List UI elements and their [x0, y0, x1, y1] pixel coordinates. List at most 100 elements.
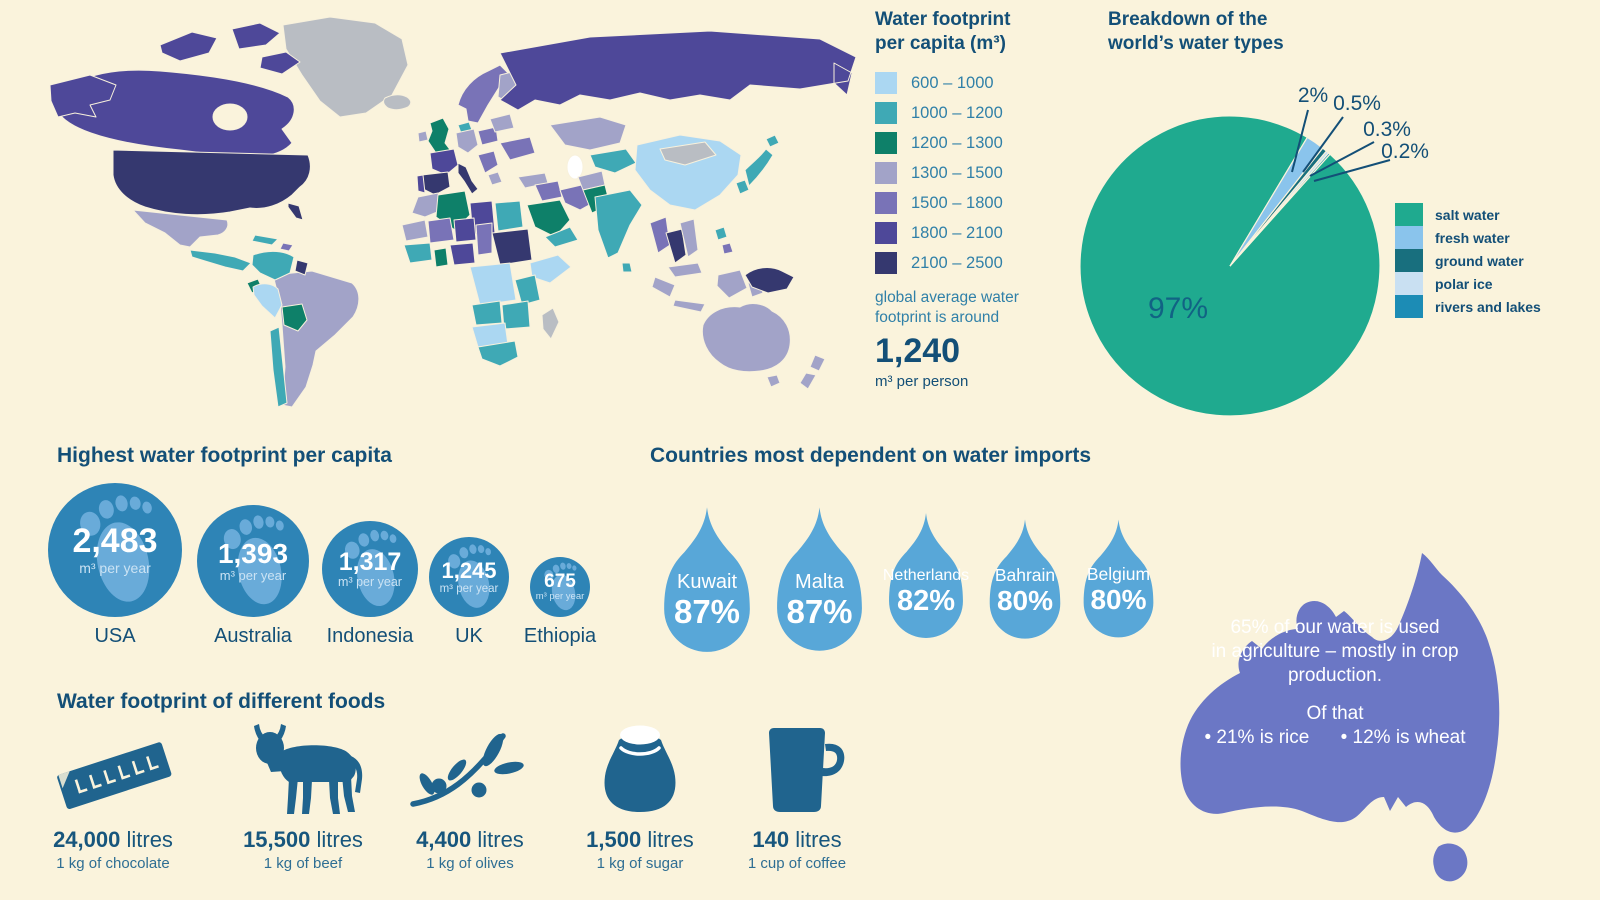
- map-region-nigeria: [449, 242, 476, 266]
- map-region-guyana: [294, 259, 309, 276]
- food-value-line: 1,500 litres: [555, 827, 725, 853]
- map-region-italy: [457, 162, 479, 195]
- map-region-central-europe: [455, 128, 479, 154]
- map-region-vietnam: [679, 218, 699, 258]
- pie-legend-row: salt water: [1395, 203, 1541, 226]
- footprint-item-ethiopia: 675 m³ per year Ethiopia: [524, 557, 596, 647]
- map-region-baltics: [489, 113, 515, 133]
- pie-legend-row: fresh water: [1395, 226, 1541, 249]
- legend-row: 1800 – 2100: [875, 222, 1060, 244]
- australia-callout-text: 65% of our water is used in agriculture …: [1175, 616, 1495, 750]
- footprint-icon: [80, 495, 152, 602]
- map-region-russia: [499, 30, 857, 111]
- map-legend-title-line2: per capita (m³): [875, 33, 1006, 54]
- aus-bullet-wheat: • 12% is wheat: [1340, 727, 1466, 748]
- global-average-note: global average water footprint is around: [875, 288, 1060, 328]
- drop-item-malta: Malta 87%: [769, 498, 870, 660]
- food-caption: 1 kg of beef: [263, 855, 343, 872]
- map-caspian-sea: [566, 154, 584, 180]
- heading-water-imports: Countries most dependent on water import…: [650, 444, 1092, 467]
- aus-line1: 65% of our water is used: [1230, 617, 1440, 638]
- aus-of-that: Of that: [1306, 703, 1364, 724]
- drop-country: Malta: [795, 570, 844, 593]
- heading-highest-footprint: Highest water footprint per capita: [57, 444, 392, 467]
- pie-legend-label: polar ice: [1435, 275, 1493, 292]
- legend-row: 600 – 1000: [875, 72, 1060, 94]
- water-drop-icon: [777, 507, 862, 651]
- aus-line3: production.: [1287, 665, 1382, 686]
- legend-range-label: 1300 – 1500: [911, 163, 1003, 182]
- map-region-mexico: [132, 209, 229, 248]
- map-region-new-zealand: [799, 354, 826, 390]
- map-region-ireland: [417, 130, 429, 143]
- note-line1: global average water: [875, 289, 1019, 306]
- food-value: 24,000: [53, 827, 121, 852]
- legend-row: 1200 – 1300: [875, 132, 1060, 154]
- map-region-saudi-arabia: [526, 199, 571, 238]
- map-region-mauritania: [401, 219, 429, 242]
- legend-swatch: [875, 102, 897, 124]
- pie-callout-lines: [1291, 109, 1391, 182]
- map-region-congo-basin: [469, 262, 517, 306]
- map-region-canada: [55, 69, 295, 159]
- legend-row: 1500 – 1800: [875, 192, 1060, 214]
- pie-legend-label: salt water: [1435, 206, 1500, 223]
- pie-label-fresh-water: 2%: [1298, 84, 1328, 107]
- food-value: 15,500: [243, 827, 311, 852]
- legend-range-label: 1200 – 1300: [911, 133, 1003, 152]
- drop-percent: 80%: [996, 584, 1054, 616]
- food-unit: litres: [477, 827, 524, 852]
- pie-label-rivers-lakes: 0.2%: [1381, 140, 1429, 163]
- water-drop-icon: [889, 513, 963, 638]
- map-region-india: [594, 189, 643, 273]
- food-value-line: 15,500 litres: [218, 827, 388, 853]
- drop-percent: 82%: [896, 584, 956, 617]
- pie-title: Breakdown of the world’s water types: [1108, 8, 1284, 56]
- map-region-philippines-south: [721, 242, 734, 255]
- pie-slice-rivers-and-lakes: [1229, 152, 1331, 267]
- world-map: [49, 16, 857, 408]
- coffee-mug-icon: [712, 720, 882, 820]
- map-region-korea: [735, 179, 750, 195]
- map-region-canada-arctic: [159, 22, 301, 75]
- food-item-beef: 15,500 litres 1 kg of beef: [218, 720, 388, 872]
- food-value-line: 140 litres: [712, 827, 882, 853]
- footprint-country: USA: [94, 625, 136, 647]
- map-region-colombia-venezuela: [251, 250, 295, 281]
- legend-range-label: 1500 – 1800: [911, 193, 1003, 212]
- map-region-portugal: [416, 174, 426, 194]
- pie-legend-label: fresh water: [1435, 229, 1510, 246]
- pie-label-polar-ice: 0.3%: [1363, 118, 1411, 141]
- map-legend-title-line1: Water footprint: [875, 9, 1011, 30]
- food-value-line: 4,400 litres: [385, 827, 555, 853]
- food-item-olives: 4,400 litres 1 kg of olives: [385, 720, 555, 872]
- pie-label-ground-water: 0.5%: [1333, 92, 1381, 115]
- map-legend-rows: 600 – 1000 1000 – 1200 1200 – 1300 1300 …: [875, 72, 1060, 274]
- drop-percent: 80%: [1090, 584, 1147, 616]
- map-region-malaysia: [667, 262, 703, 278]
- drop-texts: Belgium 80%: [1077, 564, 1160, 616]
- pie-legend-swatch: [1395, 249, 1423, 272]
- food-item-chocolate: 24,000 litres 1 kg of chocolate: [28, 720, 198, 872]
- food-unit: litres: [316, 827, 363, 852]
- map-region-east-africa: [514, 274, 541, 306]
- aus-bullet-rice: • 21% is rice: [1204, 727, 1310, 748]
- map-region-central-america: [189, 249, 252, 272]
- australia-shape: [1180, 553, 1500, 882]
- map-region-uk: [427, 117, 452, 154]
- footprint-unit: m³ per year: [79, 559, 151, 576]
- drop-texts: Netherlands 82%: [882, 567, 970, 618]
- pie-legend-swatch: [1395, 203, 1423, 226]
- footprint-texts: 2,483 m³ per year: [48, 483, 182, 617]
- footprint-item-uk: 1,245 m³ per year UK: [429, 537, 509, 647]
- map-region-usa: [112, 149, 311, 221]
- map-region-philippines: [714, 226, 728, 241]
- footprint-texts: 1,393 m³ per year: [197, 505, 309, 617]
- pie-slices: [1079, 115, 1381, 417]
- pie-title-line1: Breakdown of the: [1108, 9, 1268, 30]
- footprint-item-indonesia: 1,317 m³ per year Indonesia: [322, 521, 418, 647]
- map-region-yemen-oman: [544, 226, 579, 248]
- food-item-sugar: 1,500 litres 1 kg of sugar: [555, 720, 725, 872]
- water-drop-icon: [989, 519, 1061, 639]
